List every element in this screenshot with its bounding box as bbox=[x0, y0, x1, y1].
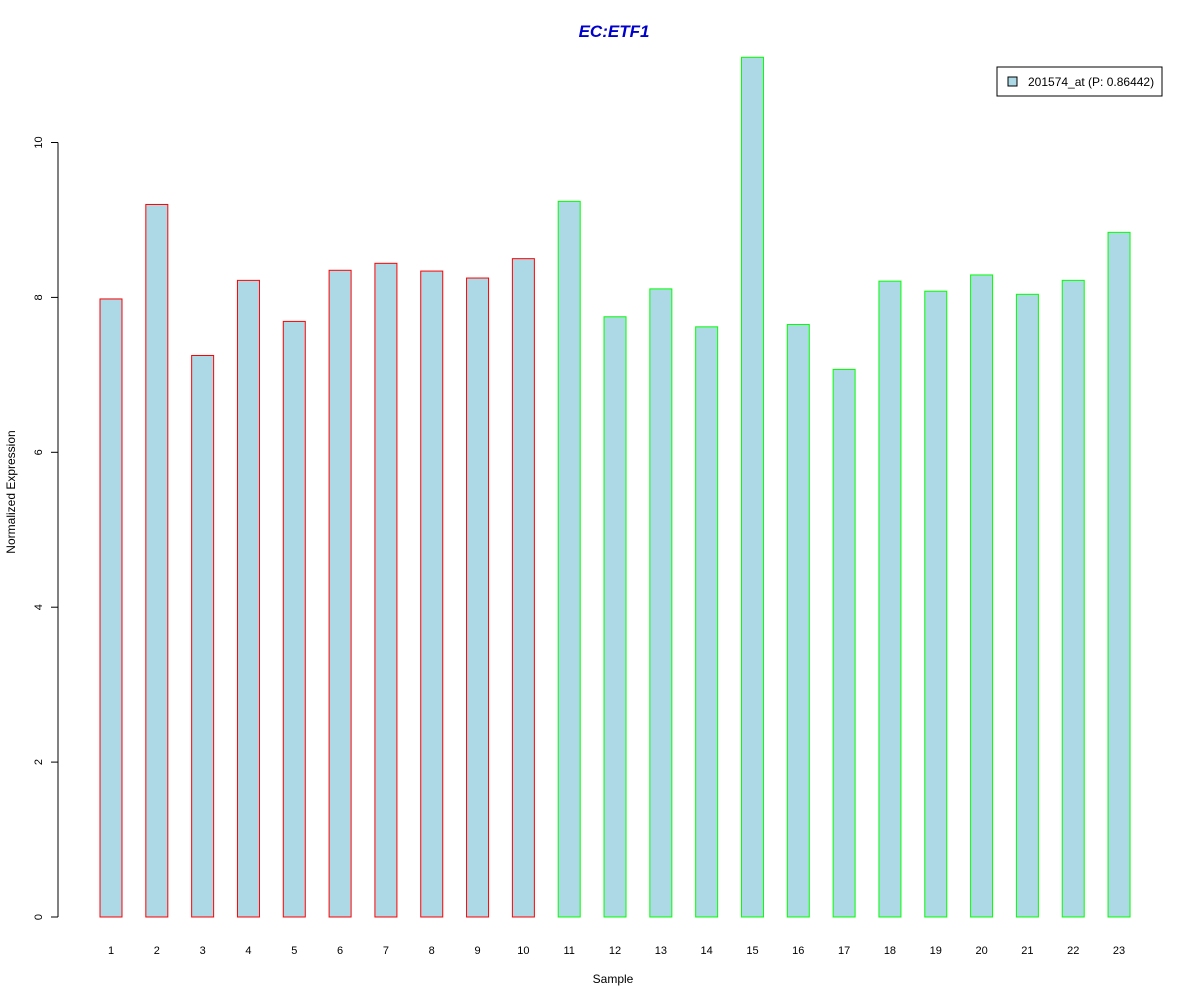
bar-18 bbox=[878, 280, 902, 918]
x-tick-label: 2 bbox=[154, 945, 160, 957]
x-tick-label: 12 bbox=[609, 945, 621, 957]
x-tick-label: 18 bbox=[884, 945, 896, 957]
bar-19 bbox=[924, 290, 948, 918]
x-tick-label: 17 bbox=[838, 945, 850, 957]
x-tick-label: 8 bbox=[429, 945, 435, 957]
bar-10 bbox=[511, 258, 535, 918]
y-tick-label: 0 bbox=[33, 914, 45, 920]
legend-label: 201574_at (P: 0.86442) bbox=[1028, 75, 1154, 89]
x-tick-label: 5 bbox=[291, 945, 297, 957]
x-tick-label: 9 bbox=[474, 945, 480, 957]
legend-swatch bbox=[1007, 76, 1018, 87]
bar-22 bbox=[1061, 279, 1085, 918]
bar-17 bbox=[832, 368, 856, 918]
x-tick-label: 10 bbox=[517, 945, 529, 957]
y-axis: 0 2 4 6 8 10 bbox=[33, 136, 59, 920]
x-tick-labels: 1 2 3 4 5 6 7 8 9 10 11 12 13 14 15 16 17 18 19 20 21 22 23 bbox=[108, 945, 1125, 957]
x-tick-label: 22 bbox=[1067, 945, 1079, 957]
y-tick-label: 2 bbox=[33, 759, 45, 765]
bar-6 bbox=[328, 269, 352, 918]
bar-14 bbox=[695, 326, 719, 918]
x-axis-title: Sample bbox=[593, 972, 634, 986]
x-tick-label: 3 bbox=[200, 945, 206, 957]
x-tick-label: 6 bbox=[337, 945, 343, 957]
bar-13 bbox=[649, 288, 673, 918]
legend-box bbox=[996, 66, 1163, 97]
bars-group bbox=[99, 56, 1131, 918]
x-tick-label: 20 bbox=[975, 945, 987, 957]
x-tick-label: 23 bbox=[1113, 945, 1125, 957]
chart-title: EC:ETF1 bbox=[579, 22, 650, 41]
bar-21 bbox=[1015, 293, 1039, 918]
y-tick-label: 6 bbox=[33, 449, 45, 455]
bar-5 bbox=[282, 320, 306, 918]
bar-12 bbox=[603, 316, 627, 918]
y-tick-label: 4 bbox=[33, 604, 45, 610]
legend: 201574_at (P: 0.86442) bbox=[996, 66, 1163, 97]
bar-16 bbox=[786, 324, 810, 918]
bar-1 bbox=[99, 298, 123, 918]
x-tick-label: 14 bbox=[701, 945, 713, 957]
x-tick-label: 16 bbox=[792, 945, 804, 957]
x-tick-label: 1 bbox=[108, 945, 114, 957]
bar-7 bbox=[374, 262, 398, 918]
x-tick-label: 4 bbox=[245, 945, 251, 957]
x-tick-label: 13 bbox=[655, 945, 667, 957]
bar-23 bbox=[1107, 231, 1131, 918]
bar-15 bbox=[740, 56, 764, 918]
y-axis-title: Normalized Expression bbox=[4, 430, 18, 553]
bar-20 bbox=[970, 274, 994, 918]
x-tick-label: 11 bbox=[563, 945, 574, 957]
y-tick-label: 10 bbox=[33, 136, 45, 148]
x-tick-label: 7 bbox=[383, 945, 389, 957]
x-tick-label: 19 bbox=[930, 945, 942, 957]
y-tick-label: 8 bbox=[33, 294, 45, 300]
bar-3 bbox=[191, 354, 215, 918]
bar-8 bbox=[420, 270, 444, 918]
bar-4 bbox=[236, 279, 260, 918]
bar-9 bbox=[466, 277, 490, 918]
x-tick-label: 15 bbox=[746, 945, 758, 957]
bar-2 bbox=[145, 203, 169, 918]
bar-11 bbox=[557, 200, 581, 918]
x-tick-label: 21 bbox=[1021, 945, 1033, 957]
